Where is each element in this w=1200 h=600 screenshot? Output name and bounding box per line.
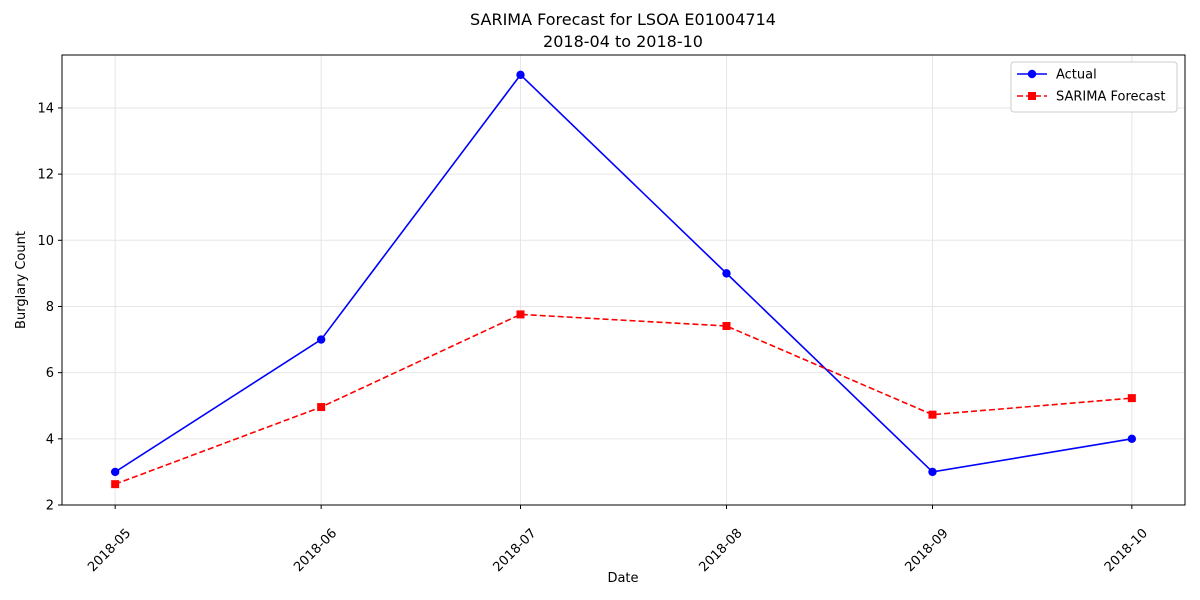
legend-swatch-marker (1028, 92, 1036, 100)
x-tick-label: 2018-10 (1102, 526, 1151, 575)
data-point (110, 467, 120, 477)
x-axis-label: Date (607, 571, 638, 586)
plot-frame (61, 54, 1186, 506)
legend-label: Actual (1056, 68, 1097, 83)
data-point (1127, 434, 1137, 444)
data-point (722, 321, 731, 330)
data-point (516, 70, 525, 80)
data-point (111, 480, 120, 489)
data-point (928, 467, 937, 477)
data-point (317, 403, 326, 412)
y-tick-label: 8 (46, 300, 54, 315)
series-line-1 (114, 313, 1132, 485)
legend: Actual SARIMA Forecast (1010, 61, 1178, 113)
y-tick-label: 14 (37, 101, 54, 116)
series-line-0 (114, 73, 1132, 473)
series-layer (110, 70, 1137, 489)
x-tick-label: 2018-07 (491, 526, 540, 575)
data-point (1127, 394, 1136, 403)
chart-subtitle: 2018-04 to 2018-10 (543, 32, 703, 51)
y-tick-label: 6 (46, 366, 54, 381)
y-tick-label: 4 (46, 432, 54, 447)
legend-box (1010, 61, 1178, 113)
x-tick-label: 2018-08 (697, 526, 746, 575)
ticks: 2 4 6 8 10 12 14 2018-05 2018-06 2018-07 2018-08 20… (37, 101, 1150, 575)
y-tick-label: 10 (37, 234, 54, 249)
data-point (928, 410, 937, 419)
chart-title: SARIMA Forecast for LSOA E01004714 (470, 10, 776, 29)
y-tick-label: 2 (46, 499, 54, 514)
y-tick-label: 12 (37, 168, 54, 183)
data-point (516, 310, 525, 319)
legend-swatch-marker (1027, 69, 1037, 79)
data-point (316, 335, 326, 344)
x-tick-label: 2018-05 (85, 526, 134, 575)
x-tick-label: 2018-06 (291, 526, 340, 575)
data-point (722, 269, 731, 278)
y-axis-label: Burglary Count (14, 231, 29, 329)
x-tick-label: 2018-09 (903, 526, 952, 575)
grid (62, 55, 1185, 506)
legend-label: SARIMA Forecast (1056, 90, 1166, 105)
